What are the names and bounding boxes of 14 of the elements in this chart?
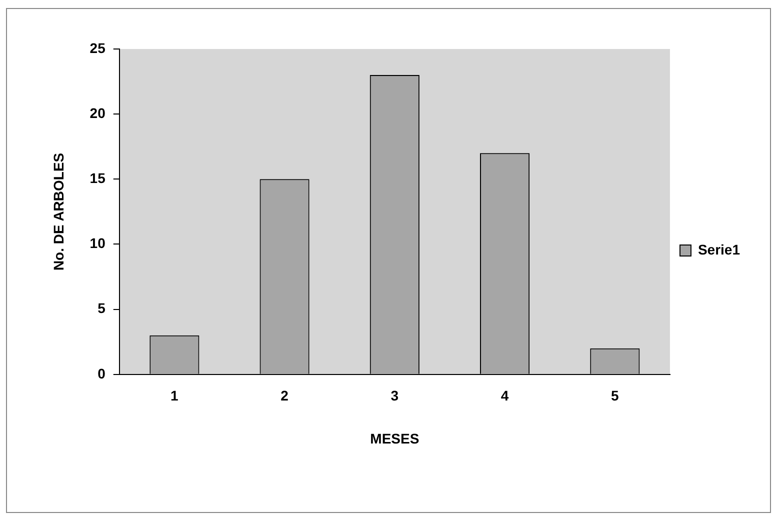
x-tick-label: 3 bbox=[390, 388, 399, 404]
x-axis-title: MESES bbox=[370, 430, 420, 446]
x-tick-label: 5 bbox=[611, 388, 620, 404]
y-tick-label: 10 bbox=[90, 235, 106, 252]
y-tick-label: 20 bbox=[90, 104, 106, 121]
x-tick-label: 1 bbox=[170, 388, 179, 404]
x-tick-label: 2 bbox=[280, 388, 289, 404]
y-axis-title: No. DE ARBOLES bbox=[50, 152, 66, 271]
y-tick-label: 15 bbox=[90, 170, 106, 186]
x-tick-label: 4 bbox=[500, 388, 509, 404]
y-tick-label: 5 bbox=[98, 300, 106, 316]
legend-label: Serie1 bbox=[698, 241, 740, 258]
y-tick-label: 25 bbox=[90, 40, 106, 56]
y-tick-label: 0 bbox=[98, 365, 106, 382]
